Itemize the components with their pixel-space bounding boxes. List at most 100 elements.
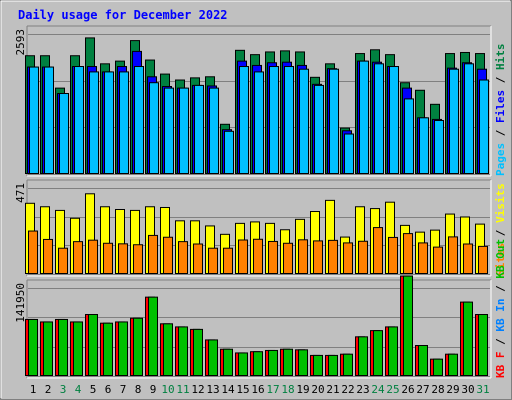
bar-sites-day-8 bbox=[133, 244, 143, 275]
y-max-label: 471 bbox=[14, 183, 27, 203]
bar-kbout-day-5 bbox=[88, 314, 98, 377]
bar-pages-day-7 bbox=[119, 71, 129, 174]
panel-legend: Sites / Visits bbox=[494, 183, 507, 276]
bar-sites-day-21 bbox=[328, 239, 338, 274]
bar-pages-day-12 bbox=[194, 84, 204, 174]
day-label-22: 22 bbox=[341, 383, 354, 396]
day-label-31: 31 bbox=[476, 383, 489, 396]
bar-sites-day-5 bbox=[88, 239, 98, 274]
bar-pages-day-21 bbox=[329, 68, 339, 174]
bar-pages-day-20 bbox=[314, 84, 324, 174]
bar-sites-day-27 bbox=[418, 242, 428, 275]
day-label-21: 21 bbox=[326, 383, 339, 396]
bar-pages-day-13 bbox=[209, 87, 219, 174]
day-label-5: 5 bbox=[90, 383, 97, 396]
day-label-29: 29 bbox=[446, 383, 459, 396]
bar-kbout-day-21 bbox=[328, 354, 338, 376]
bar-sites-day-4 bbox=[73, 241, 83, 274]
day-label-13: 13 bbox=[206, 383, 219, 396]
bar-sites-day-28 bbox=[433, 246, 443, 274]
bar-sites-day-19 bbox=[298, 239, 308, 275]
bar-kbout-day-6 bbox=[103, 322, 113, 377]
bar-sites-day-23 bbox=[358, 240, 368, 274]
bar-pages-day-14 bbox=[224, 130, 234, 175]
day-label-15: 15 bbox=[236, 383, 249, 396]
bar-kbout-day-25 bbox=[388, 326, 398, 376]
day-label-26: 26 bbox=[401, 383, 414, 396]
bar-pages-day-26 bbox=[404, 98, 414, 174]
bar-kbout-day-17 bbox=[268, 349, 278, 377]
bar-sites-day-24 bbox=[373, 227, 383, 274]
legend-separator: / bbox=[494, 223, 507, 243]
bar-sites-day-20 bbox=[313, 240, 323, 274]
day-label-4: 4 bbox=[75, 383, 82, 396]
bar-sites-day-15 bbox=[238, 239, 248, 275]
legend-separator: / bbox=[494, 332, 507, 352]
bar-pages-day-19 bbox=[299, 68, 309, 174]
bar-kbout-day-24 bbox=[373, 330, 383, 377]
bar-pages-day-17 bbox=[269, 66, 279, 174]
bar-pages-day-4 bbox=[74, 66, 84, 174]
bar-sites-day-1 bbox=[28, 230, 38, 274]
bar-sites-day-6 bbox=[103, 242, 113, 274]
bar-kbout-day-18 bbox=[283, 348, 293, 376]
day-label-11: 11 bbox=[176, 383, 189, 396]
bar-pages-day-16 bbox=[254, 71, 264, 174]
bar-pages-day-10 bbox=[164, 87, 174, 174]
legend-entry: KB Out bbox=[494, 239, 507, 279]
bar-sites-day-2 bbox=[43, 238, 53, 274]
day-label-8: 8 bbox=[135, 383, 142, 396]
day-label-25: 25 bbox=[386, 383, 399, 396]
bar-sites-day-13 bbox=[208, 247, 218, 274]
legend-entry: Visits bbox=[494, 183, 507, 223]
day-label-2: 2 bbox=[45, 383, 52, 396]
bar-sites-day-7 bbox=[118, 243, 128, 275]
legend-entry: Hits bbox=[494, 44, 507, 71]
bar-pages-day-18 bbox=[284, 66, 294, 174]
bar-kbout-day-30 bbox=[463, 301, 473, 376]
bar-pages-day-25 bbox=[389, 66, 399, 174]
legend-entry: Sites bbox=[494, 243, 507, 276]
bar-kbout-day-2 bbox=[43, 321, 53, 377]
panel-middle: 471 Sites / Visits bbox=[14, 179, 507, 277]
bar-kbout-day-20 bbox=[313, 354, 323, 376]
day-label-23: 23 bbox=[356, 383, 369, 396]
bar-kbout-day-15 bbox=[238, 352, 248, 377]
bar-sites-day-10 bbox=[163, 236, 173, 274]
bar-pages-day-8 bbox=[134, 66, 144, 174]
bar-kbout-day-9 bbox=[148, 296, 158, 376]
bar-pages-day-5 bbox=[89, 71, 99, 174]
bar-pages-day-29 bbox=[449, 68, 459, 174]
day-label-30: 30 bbox=[461, 383, 474, 396]
panel-legend: Pages / Files / Hits bbox=[494, 44, 507, 177]
panel-bottom: 141950 KB F / KB In / KB Out bbox=[14, 239, 507, 379]
legend-entry: Files bbox=[494, 90, 507, 123]
bar-sites-day-11 bbox=[178, 241, 188, 274]
bar-pages-day-6 bbox=[104, 71, 114, 174]
day-label-27: 27 bbox=[416, 383, 429, 396]
day-label-10: 10 bbox=[161, 383, 174, 396]
bar-pages-day-23 bbox=[359, 60, 369, 174]
chart-title: Daily usage for December 2022 bbox=[18, 8, 228, 22]
day-label-16: 16 bbox=[251, 383, 264, 396]
day-label-19: 19 bbox=[296, 383, 309, 396]
legend-entry: KB In bbox=[494, 299, 507, 332]
y-max-label: 141950 bbox=[14, 283, 27, 323]
bar-sites-day-17 bbox=[268, 240, 278, 275]
bar-sites-day-25 bbox=[388, 236, 398, 275]
legend-separator: / bbox=[494, 70, 507, 90]
bar-kbout-day-22 bbox=[343, 353, 353, 376]
bar-pages-day-27 bbox=[419, 117, 429, 174]
day-label-3: 3 bbox=[60, 383, 67, 396]
legend-entry: Pages bbox=[494, 143, 507, 176]
bar-kbout-day-13 bbox=[208, 339, 218, 376]
legend-separator: / bbox=[494, 279, 507, 299]
y-max-label: 2593 bbox=[14, 29, 27, 56]
bar-sites-day-9 bbox=[148, 234, 158, 274]
bar-pages-day-31 bbox=[479, 79, 489, 174]
bar-kbout-day-4 bbox=[73, 321, 83, 377]
bar-sites-day-30 bbox=[463, 243, 473, 274]
bar-kbout-day-26 bbox=[403, 275, 413, 377]
bar-sites-day-12 bbox=[193, 243, 203, 274]
